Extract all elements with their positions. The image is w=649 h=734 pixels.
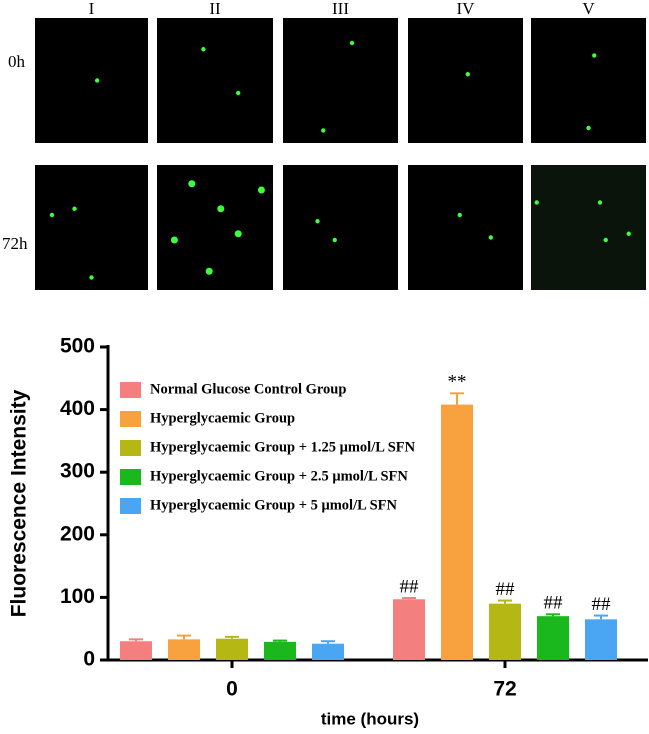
y-tick-label: 500 — [60, 335, 95, 358]
significance-label: ## — [592, 594, 612, 615]
bar — [216, 638, 248, 660]
error-bar — [546, 613, 560, 617]
y-tick-label: 200 — [60, 522, 95, 545]
micrograph — [35, 165, 148, 290]
cell — [597, 200, 603, 205]
cell — [626, 231, 631, 236]
cell — [234, 230, 242, 238]
column-label: I — [89, 0, 95, 18]
legend-label: Hyperglycaemic Group + 1.25 μmol/L SFN — [150, 439, 416, 455]
row-label: 0h — [8, 52, 26, 71]
error-bar — [594, 614, 608, 620]
column-label: II — [209, 0, 221, 18]
cell — [332, 237, 337, 243]
significance-label: ** — [448, 372, 467, 393]
cell — [321, 128, 326, 133]
micrograph — [408, 165, 523, 290]
error-bar — [129, 638, 143, 642]
cell — [94, 78, 100, 83]
micrograph — [157, 18, 273, 143]
column-label: V — [582, 0, 595, 18]
bar — [537, 616, 569, 660]
row-label: 72h — [2, 234, 28, 253]
micrograph — [531, 18, 646, 143]
cell — [534, 200, 539, 205]
bar — [264, 641, 296, 660]
cell — [188, 180, 196, 188]
cell — [170, 236, 178, 244]
cell — [465, 72, 470, 77]
cell — [457, 212, 462, 218]
cell — [89, 275, 94, 280]
error-bar — [225, 635, 239, 639]
micrograph — [283, 18, 398, 143]
legend-swatch — [120, 498, 141, 514]
legend-swatch — [120, 411, 141, 427]
cell — [592, 53, 597, 58]
significance-label: ## — [400, 576, 420, 597]
legend-label: Normal Glucose Control Group — [150, 381, 346, 397]
y-axis-label: Fluorescence Intensity — [8, 389, 31, 617]
bar — [168, 639, 200, 660]
cell — [201, 47, 206, 52]
bar — [441, 404, 473, 660]
x-tick-label: 72 — [493, 678, 516, 701]
bar — [120, 641, 152, 660]
cell — [603, 237, 608, 243]
cell — [315, 219, 320, 224]
error-bar — [402, 597, 416, 600]
cell — [72, 206, 77, 211]
y-tick-label: 100 — [60, 585, 95, 608]
bar — [393, 599, 425, 660]
bar — [312, 643, 344, 660]
legend-swatch — [120, 382, 141, 398]
significance-label: ## — [496, 579, 516, 600]
micrograph — [283, 165, 398, 290]
micrograph — [157, 165, 273, 290]
error-bar — [273, 639, 287, 642]
x-tick-label: 0 — [226, 678, 238, 701]
bar — [489, 603, 521, 660]
legend-label: Hyperglycaemic Group — [150, 410, 295, 426]
significance-label: ## — [544, 593, 564, 614]
micrograph — [531, 165, 646, 290]
micrograph — [408, 18, 523, 143]
cell — [257, 186, 265, 194]
y-tick-label: 300 — [60, 460, 95, 483]
cell — [217, 205, 225, 213]
cell — [349, 40, 355, 46]
cell — [488, 235, 493, 240]
cell — [236, 90, 241, 96]
cell — [205, 267, 213, 275]
bar — [585, 619, 617, 660]
cell — [49, 212, 55, 218]
error-bar — [177, 634, 191, 640]
error-bar — [498, 599, 512, 604]
x-axis-label: time (hours) — [321, 709, 419, 728]
y-tick-label: 0 — [83, 648, 95, 671]
micrograph — [35, 18, 148, 143]
cell — [586, 125, 591, 131]
y-tick-label: 400 — [60, 397, 95, 420]
error-bar — [450, 392, 464, 405]
error-bar — [321, 640, 335, 644]
column-label: IV — [457, 0, 476, 18]
legend-swatch — [120, 469, 141, 485]
column-label: III — [332, 0, 349, 18]
legend-label: Hyperglycaemic Group + 5 μmol/L SFN — [150, 497, 398, 513]
legend-swatch — [120, 440, 141, 456]
legend-label: Hyperglycaemic Group + 2.5 μmol/L SFN — [150, 468, 408, 484]
